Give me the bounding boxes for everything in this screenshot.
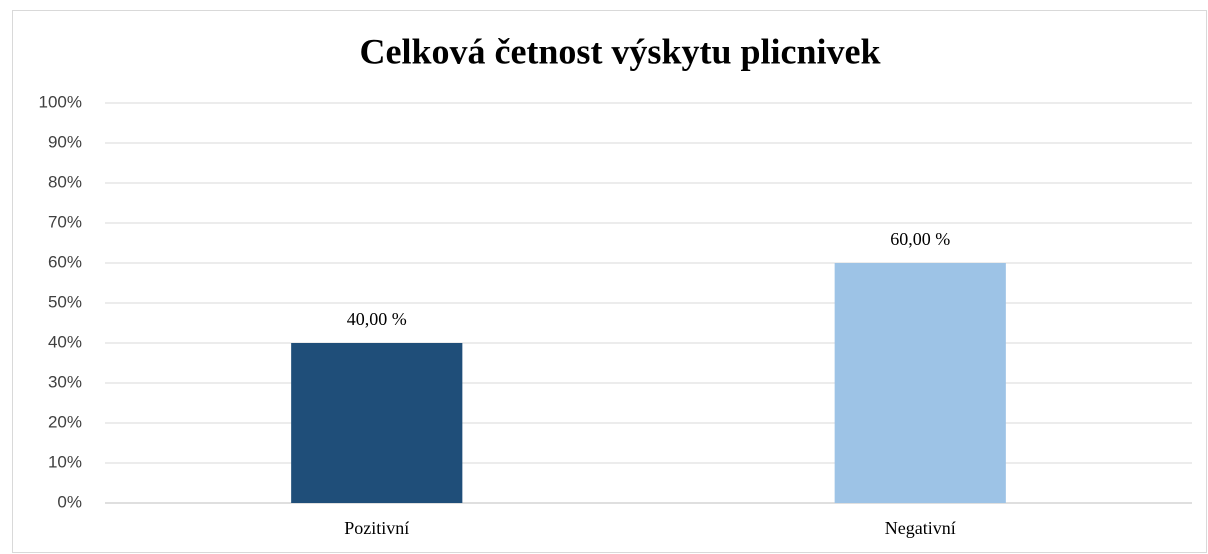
y-tick-label: 40% (48, 332, 82, 351)
chart-border (12, 10, 1207, 553)
value-label: 40,00 % (347, 309, 407, 329)
bar (834, 263, 1006, 503)
y-tick-label: 100% (39, 92, 82, 111)
y-tick-label: 20% (48, 412, 82, 431)
y-tick-label: 90% (48, 132, 82, 151)
x-tick-label: Negativní (885, 518, 956, 538)
y-tick-label: 10% (48, 452, 82, 471)
y-tick-label: 80% (48, 172, 82, 191)
y-tick-label: 50% (48, 292, 82, 311)
x-tick-label: Pozitivní (344, 518, 409, 538)
y-tick-label: 60% (48, 252, 82, 271)
bar (291, 343, 463, 503)
y-tick-label: 0% (57, 492, 82, 511)
chart-title: Celková četnost výskytu plicnivek (359, 31, 880, 71)
y-tick-label: 70% (48, 212, 82, 231)
y-tick-label: 30% (48, 372, 82, 391)
value-label: 60,00 % (890, 229, 950, 249)
